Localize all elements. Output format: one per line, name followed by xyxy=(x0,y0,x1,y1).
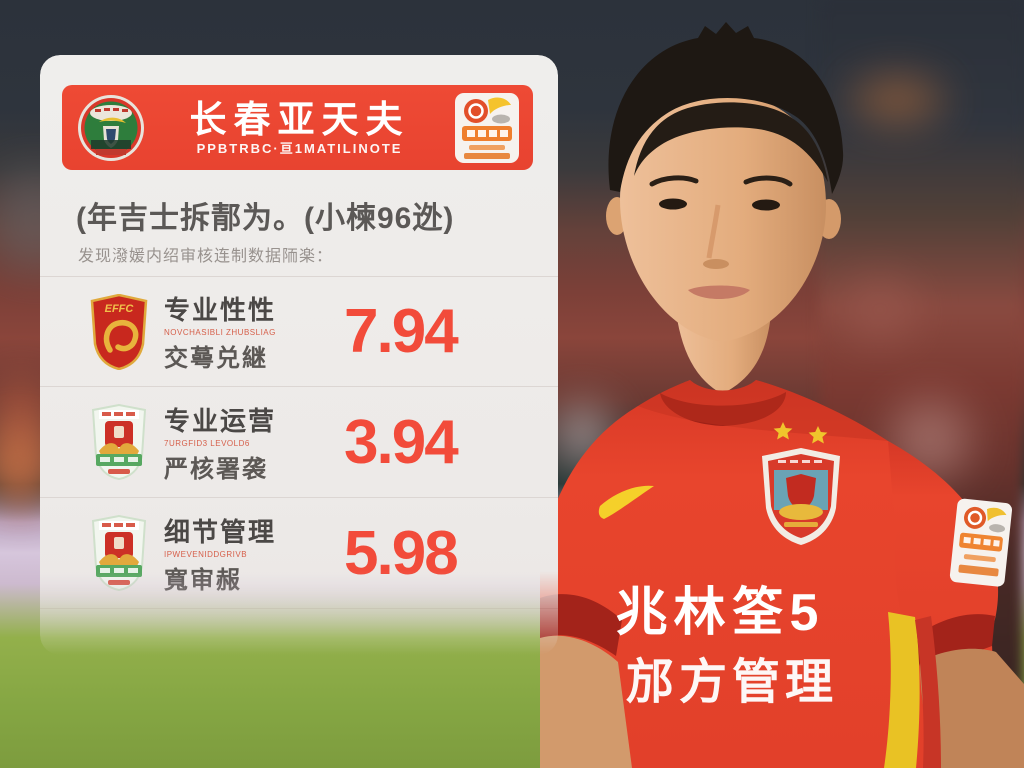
club-banner-text: 长春亚天夫 PPBTRBC·亘1MATILINOTE xyxy=(144,99,455,157)
rating-row-professionalism: EFFC 专业性性 NOVCHASIBLI ZHUBSLIAG 交蕚兑継 7.9… xyxy=(40,276,558,387)
mouth xyxy=(688,285,750,299)
hair-fringe xyxy=(634,102,828,182)
sponsor-logo-icon xyxy=(455,92,519,163)
chest-shadow xyxy=(638,380,888,441)
rating-label-tiny: 7URGFID3 LEVOLD6 xyxy=(164,438,250,448)
rating-label-tiny: NOVCHASIBLI ZHUBSLIAG xyxy=(164,328,276,337)
rating-value: 5.98 xyxy=(344,518,459,588)
jersey-collar xyxy=(660,392,786,426)
jersey-torso xyxy=(540,380,998,768)
jersey-sponsor-line1: 兆林筌5 xyxy=(616,584,825,642)
rating-label-tiny: IPWEVENIDDGRIVB xyxy=(164,549,248,559)
left-sleeve-cuff xyxy=(540,594,622,656)
rating-labels: 专业运营 7URGFID3 LEVOLD6 严核署袭 xyxy=(164,401,336,484)
red-strap xyxy=(915,616,941,768)
maroon-bokeh xyxy=(845,280,915,340)
left-eyebrow xyxy=(649,175,699,187)
club-name: 长春亚天夫 xyxy=(189,99,410,141)
gold-side-stripe xyxy=(884,612,920,768)
right-sleeve xyxy=(888,441,999,662)
orange-glow-bokeh xyxy=(0,430,45,495)
nose-shadow xyxy=(703,259,729,269)
card-title: (年吉士拆郬为。(小楝96迯) xyxy=(76,202,455,235)
rating-label: 专业运营 xyxy=(164,405,277,436)
rating-sublabel: 严核署袭 xyxy=(164,455,268,483)
rating-row-operations: 专业运营 7URGFID3 LEVOLD6 严核署袭 3.94 xyxy=(40,387,558,498)
rating-label: 细节管理 xyxy=(164,516,277,547)
left-eye xyxy=(659,198,687,210)
left-forearm xyxy=(540,635,632,768)
player-face xyxy=(620,94,826,342)
rating-row-detail-management: 细节管理 IPWEVENIDDGRIVB 寬审赧 5.98 xyxy=(40,498,558,609)
star-icon xyxy=(808,426,828,444)
right-eyebrow xyxy=(743,175,793,187)
rating-rows: EFFC 专业性性 NOVCHASIBLI ZHUBSLIAG 交蕚兑継 7.9… xyxy=(40,276,558,609)
ratings-card: 长春亚天夫 PPBTRBC·亘1MATILINOTE (年吉士拆郬为。(小楝96… xyxy=(40,55,558,655)
right-forearm xyxy=(920,648,1024,768)
right-eye xyxy=(752,199,780,211)
red-shield-crest-icon: EFFC xyxy=(90,293,148,370)
player-photo: 兆林筌5 邡方管理 xyxy=(540,22,1024,768)
rating-label: 专业性性 xyxy=(164,295,277,325)
wing-shield-crest-icon xyxy=(91,515,147,591)
club-banner: 长春亚天夫 PPBTRBC·亘1MATILINOTE xyxy=(62,85,533,170)
chest-crest-icon xyxy=(762,448,840,545)
svg-text:EFFC: EFFC xyxy=(105,303,135,315)
nose xyxy=(706,204,721,259)
rating-value: 3.94 xyxy=(344,407,459,477)
wing-shield-crest-icon xyxy=(91,404,147,480)
player-hair xyxy=(608,22,844,194)
sleeve-patch-icon xyxy=(949,498,1013,587)
rating-sublabel: 寬审赧 xyxy=(164,566,242,594)
club-crest-icon xyxy=(78,94,144,161)
rating-sublabel: 交蕚兑継 xyxy=(164,345,268,372)
star-icon xyxy=(773,422,793,440)
jersey-sponsor-line2: 邡方管理 xyxy=(626,656,838,709)
nike-swoosh-icon xyxy=(598,485,654,519)
card-subtitle: 发现潑媛内绍审核连制数据陑楽： xyxy=(78,248,334,265)
club-subtitle: PPBTRBC·亘1MATILINOTE xyxy=(196,141,403,157)
rating-value: 7.94 xyxy=(344,297,459,366)
orange-band-bokeh xyxy=(852,80,942,120)
rating-labels: 细节管理 IPWEVENIDDGRIVB 寬审赧 xyxy=(164,512,336,595)
rating-labels: 专业性性 NOVCHASIBLI ZHUBSLIAG 交蕚兑継 xyxy=(164,290,336,373)
